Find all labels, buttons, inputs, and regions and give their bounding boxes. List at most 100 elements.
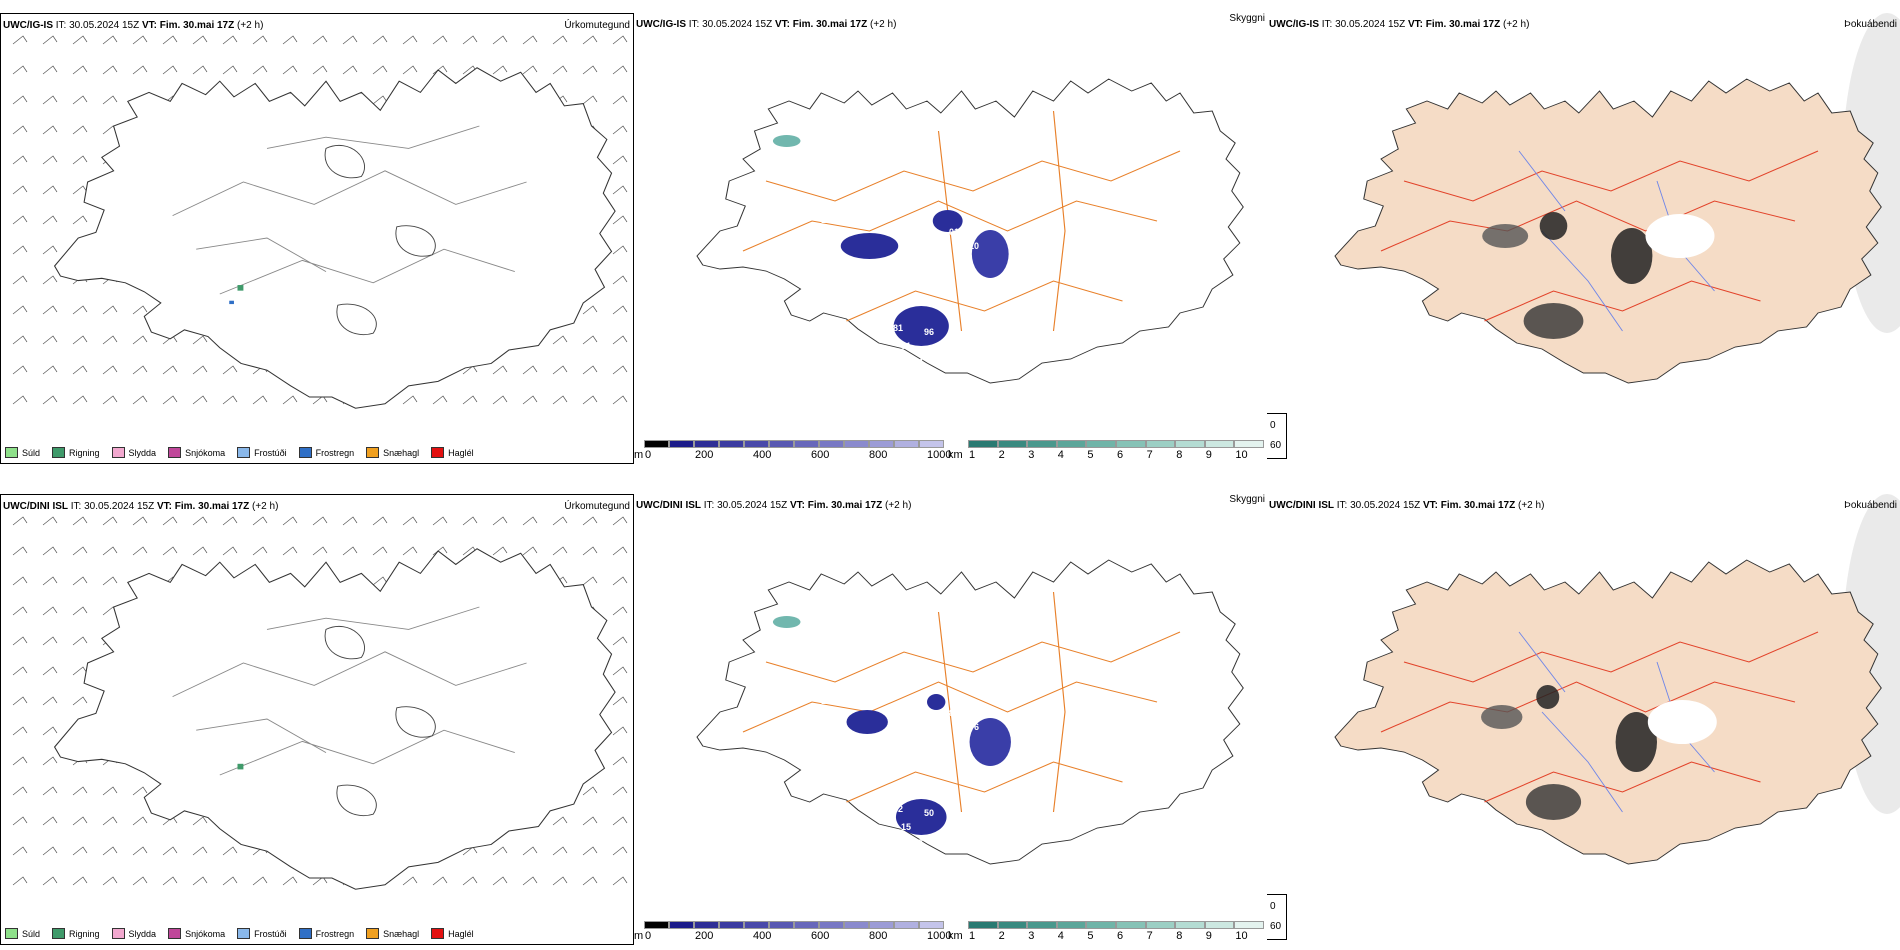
height-bar-segment bbox=[719, 440, 744, 448]
cloud-base-label: 01 bbox=[949, 227, 959, 237]
wind-barb bbox=[132, 395, 148, 405]
cloud-base-label: 96 bbox=[924, 253, 934, 263]
wind-barb bbox=[612, 365, 628, 375]
wind-barb bbox=[612, 125, 628, 135]
wind-barb bbox=[42, 546, 58, 556]
wind-barb bbox=[342, 65, 358, 75]
wind-barb bbox=[12, 185, 28, 195]
height-bar-segment bbox=[869, 921, 894, 929]
fog-area bbox=[1482, 224, 1529, 248]
wind-barb bbox=[522, 395, 538, 405]
wind-barb bbox=[582, 576, 598, 586]
wind-barb bbox=[102, 846, 118, 856]
panel-name: Skyggni bbox=[1229, 494, 1265, 505]
wind-barb bbox=[102, 576, 118, 586]
wind-barb bbox=[612, 335, 628, 345]
precip-legend-item: Haglél bbox=[431, 928, 474, 939]
wind-barb bbox=[72, 125, 88, 135]
height-bar-tick: 400 bbox=[753, 930, 772, 942]
legend-label: Rigning bbox=[69, 928, 100, 939]
wind-barb bbox=[402, 516, 418, 526]
legend-swatch bbox=[5, 447, 18, 458]
wind-barb bbox=[72, 305, 88, 315]
wind-barb bbox=[612, 395, 628, 405]
wind-barb bbox=[42, 65, 58, 75]
wind-barb bbox=[372, 516, 388, 526]
wind-barb bbox=[192, 365, 208, 375]
wind-barb bbox=[162, 365, 178, 375]
legend-label: Snæhagl bbox=[383, 928, 420, 939]
wind-barb bbox=[42, 125, 58, 135]
wind-barb bbox=[582, 365, 598, 375]
wind-barb bbox=[282, 65, 298, 75]
wind-barb bbox=[72, 335, 88, 345]
km-bar-tick: 9 bbox=[1205, 930, 1212, 942]
iceland-outline bbox=[696, 78, 1244, 384]
legend-label: Súld bbox=[22, 928, 41, 939]
wind-barb bbox=[42, 215, 58, 225]
fog-panel-row1: UWC/IG-IS IT: 30.05.2024 15Z VT: Fim. 30… bbox=[1267, 13, 1900, 464]
height-bar-segment bbox=[644, 440, 669, 448]
wind-barb bbox=[102, 786, 118, 796]
wind-barb bbox=[282, 395, 298, 405]
low-cloud-area bbox=[772, 616, 801, 628]
wind-barb bbox=[42, 726, 58, 736]
wind-barb bbox=[582, 95, 598, 105]
wind-barb bbox=[12, 666, 28, 676]
km-bar-tick: 4 bbox=[1057, 930, 1064, 942]
cloud-base-label: 81 bbox=[893, 323, 903, 333]
wind-barb bbox=[462, 395, 478, 405]
km-bar-tick: 9 bbox=[1205, 449, 1212, 461]
wind-barb bbox=[132, 786, 148, 796]
wind-barb bbox=[102, 335, 118, 345]
wind-barb bbox=[72, 35, 88, 45]
wind-barb bbox=[402, 65, 418, 75]
height-bar-segment bbox=[894, 440, 919, 448]
km-bar-segment bbox=[968, 921, 998, 929]
wind-barb bbox=[72, 606, 88, 616]
wind-barb bbox=[612, 155, 628, 165]
wind-barb bbox=[432, 546, 448, 556]
legend-swatch bbox=[366, 928, 380, 939]
wind-barb bbox=[132, 546, 148, 556]
wind-barb bbox=[612, 786, 628, 796]
km-bar-segment bbox=[1056, 440, 1087, 448]
wind-barb bbox=[12, 365, 28, 375]
precip-type-panel-row1: UWC/IG-IS IT: 30.05.2024 15Z VT: Fim. 30… bbox=[0, 13, 634, 464]
wind-barb bbox=[102, 546, 118, 556]
wind-barb bbox=[102, 305, 118, 315]
legend-swatch bbox=[52, 447, 66, 458]
precip-legend-item: Snjókoma bbox=[168, 928, 225, 939]
legend-label: Snæhagl bbox=[383, 447, 420, 458]
wind-barb bbox=[222, 35, 238, 45]
fog-area bbox=[1536, 685, 1560, 709]
km-bar-segment bbox=[1234, 921, 1264, 929]
low-cloud-area bbox=[895, 799, 947, 835]
wind-barb bbox=[312, 516, 328, 526]
wind-barb bbox=[432, 35, 448, 45]
wind-barb bbox=[12, 245, 28, 255]
wind-barb bbox=[282, 35, 298, 45]
iceland-outline bbox=[1334, 78, 1882, 384]
wind-barb bbox=[72, 636, 88, 646]
height-bar-tick: 800 bbox=[869, 930, 888, 942]
wind-barb bbox=[582, 65, 598, 75]
wind-barb bbox=[12, 305, 28, 315]
wind-barb bbox=[582, 546, 598, 556]
km-bar-segment bbox=[1175, 921, 1205, 929]
height-bar-unit: m bbox=[634, 449, 644, 461]
wind-barb bbox=[72, 65, 88, 75]
wind-barb bbox=[372, 65, 388, 75]
cloud-base-label: 87 bbox=[949, 708, 959, 718]
wind-barb bbox=[42, 696, 58, 706]
wind-barb bbox=[12, 786, 28, 796]
wind-barb bbox=[12, 726, 28, 736]
wind-barb bbox=[132, 846, 148, 856]
wind-barb bbox=[612, 876, 628, 886]
wind-barb bbox=[552, 365, 568, 375]
km-bar-tick: 8 bbox=[1176, 930, 1183, 942]
fog-legend-label-0: 0 bbox=[1270, 901, 1276, 912]
wind-barb bbox=[42, 756, 58, 766]
legend-label: Rigning bbox=[69, 447, 100, 458]
height-bar-tick: 200 bbox=[695, 930, 714, 942]
